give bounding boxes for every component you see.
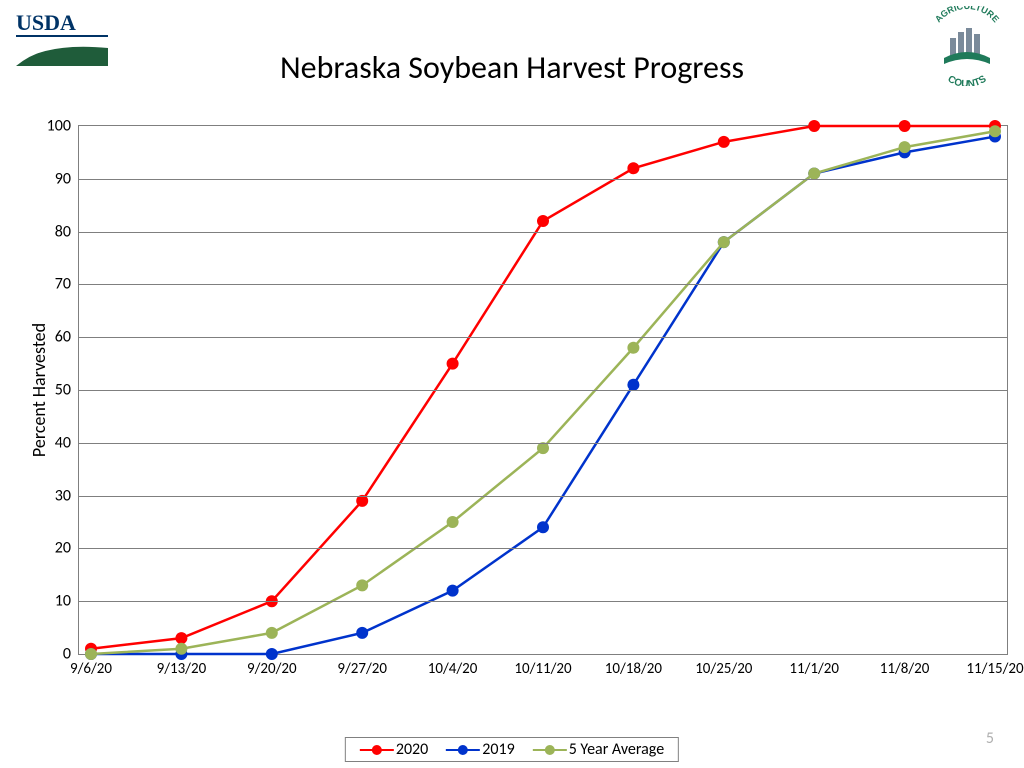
gridline: [79, 390, 1007, 391]
x-tick-label: 10/25/20: [695, 660, 752, 678]
svg-text:AGRICULTURE: AGRICULTURE: [933, 6, 1001, 24]
series-marker: [447, 358, 459, 370]
series-marker: [627, 342, 639, 354]
series-marker: [627, 379, 639, 391]
x-tick-label: 9/20/20: [247, 660, 297, 678]
gridline: [79, 337, 1007, 338]
chart-title: Nebraska Soybean Harvest Progress: [0, 48, 1024, 87]
legend-item-2020: 2020: [360, 740, 428, 759]
series-line-2020: [91, 126, 995, 649]
legend: 2020 2019 5 Year Average: [345, 737, 679, 762]
gridline: [79, 232, 1007, 233]
legend-item-5-year-average: 5 Year Average: [533, 740, 664, 759]
legend-swatch: [446, 743, 480, 757]
series-marker: [718, 236, 730, 248]
y-tick-label: 100: [47, 117, 71, 136]
series-marker: [899, 141, 911, 153]
gridline: [79, 601, 1007, 602]
x-tick-label: 9/27/20: [337, 660, 387, 678]
gridline: [79, 179, 1007, 180]
gridline: [79, 548, 1007, 549]
y-tick-label: 20: [55, 539, 71, 558]
series-marker: [899, 120, 911, 132]
series-marker: [175, 643, 187, 655]
series-marker: [356, 495, 368, 507]
y-tick-label: 90: [55, 169, 71, 188]
chart-area: Percent Harvested 0102030405060708090100…: [48, 125, 1008, 685]
legend-swatch: [533, 743, 567, 757]
x-tick-label: 11/15/20: [966, 660, 1023, 678]
series-marker: [447, 516, 459, 528]
series-marker: [175, 632, 187, 644]
legend-label: 2019: [482, 740, 514, 759]
series-line-2019: [91, 137, 995, 654]
y-tick-label: 80: [55, 222, 71, 241]
series-marker: [85, 648, 97, 660]
series-marker: [808, 168, 820, 180]
series-marker: [266, 648, 278, 660]
series-marker: [447, 585, 459, 597]
y-tick-label: 70: [55, 275, 71, 294]
x-tick-label: 11/8/20: [880, 660, 930, 678]
series-marker: [356, 579, 368, 591]
series-line-5-year-average: [91, 131, 995, 654]
x-tick-label: 11/1/20: [789, 660, 839, 678]
series-marker: [356, 627, 368, 639]
series-marker: [989, 125, 1001, 137]
gridline: [79, 284, 1007, 285]
gridline: [79, 496, 1007, 497]
legend-label: 2020: [396, 740, 428, 759]
series-marker: [627, 162, 639, 174]
series-marker: [266, 627, 278, 639]
y-tick-label: 60: [55, 328, 71, 347]
y-tick-label: 50: [55, 381, 71, 400]
legend-item-2019: 2019: [446, 740, 514, 759]
series-marker: [537, 442, 549, 454]
y-tick-label: 10: [55, 592, 71, 611]
gridline: [79, 443, 1007, 444]
series-marker: [537, 521, 549, 533]
x-tick-label: 10/4/20: [428, 660, 478, 678]
x-tick-label: 10/11/20: [514, 660, 571, 678]
x-tick-label: 10/18/20: [605, 660, 662, 678]
legend-label: 5 Year Average: [569, 740, 664, 759]
legend-swatch: [360, 743, 394, 757]
y-axis-label: Percent Harvested: [28, 323, 50, 457]
x-tick-label: 9/13/20: [157, 660, 207, 678]
svg-text:USDA: USDA: [16, 10, 76, 35]
y-tick-label: 30: [55, 486, 71, 505]
plot-region: Percent Harvested 0102030405060708090100…: [78, 125, 1008, 655]
series-marker: [808, 120, 820, 132]
y-tick-label: 40: [55, 433, 71, 452]
page-number: 5: [986, 729, 994, 748]
series-marker: [718, 136, 730, 148]
x-tick-label: 9/6/20: [70, 660, 112, 678]
series-marker: [537, 215, 549, 227]
